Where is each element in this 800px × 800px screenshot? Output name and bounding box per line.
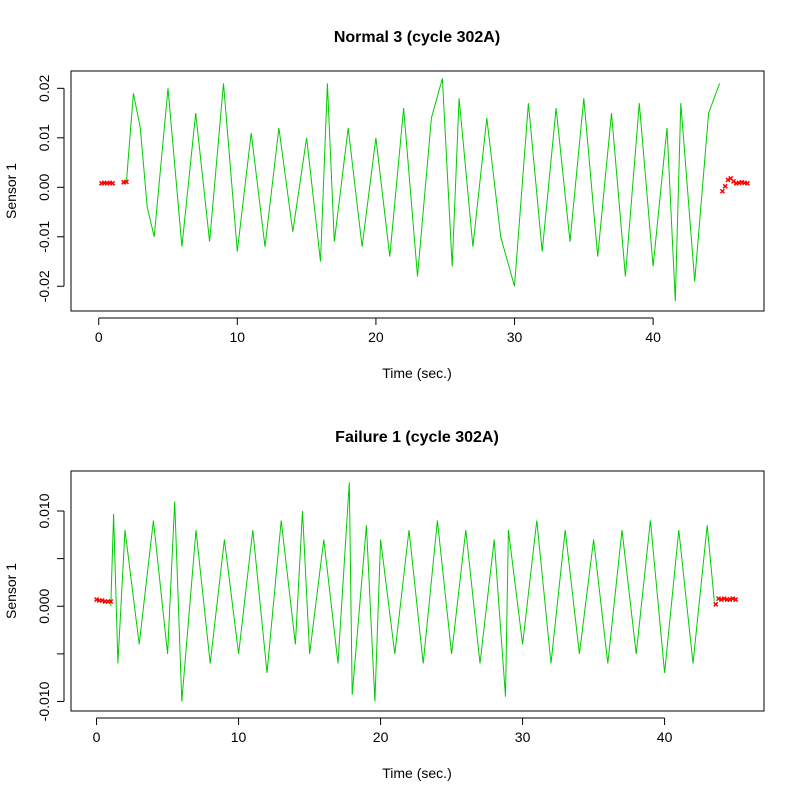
- series-line: [125, 78, 721, 302]
- data-point: [744, 180, 750, 186]
- data-point: [123, 179, 129, 185]
- x-axis-label: Time (sec.): [382, 365, 451, 381]
- series-layer: [94, 482, 739, 702]
- series-line: [110, 482, 715, 702]
- y-tick-label: 0.02: [36, 74, 52, 101]
- data-point: [725, 177, 731, 183]
- x-tick-label: 40: [645, 329, 661, 345]
- panel-normal-3: Normal 3 (cycle 302A) Time (sec.) Sensor…: [3, 29, 765, 381]
- chart-title: Normal 3 (cycle 302A): [334, 29, 500, 46]
- x-axis: 0 10 20 30 40: [95, 317, 661, 345]
- y-tick-label: 0.01: [36, 124, 52, 151]
- y-tick-label: -0.010: [36, 681, 52, 721]
- y-axis: -0.02 -0.01 0.00 0.01 0.02: [36, 74, 65, 302]
- x-axis: 0 10 20 30 40: [93, 717, 673, 745]
- y-tick-label: 0.00: [36, 173, 52, 200]
- data-point: [110, 180, 116, 186]
- data-point: [719, 188, 725, 194]
- x-tick-label: 40: [657, 729, 673, 745]
- x-tick-label: 10: [231, 729, 247, 745]
- data-point: [722, 183, 728, 189]
- y-axis-label: Sensor 1: [3, 163, 19, 219]
- data-point: [733, 597, 739, 603]
- data-point: [108, 598, 114, 605]
- chart-title: Failure 1 (cycle 302A): [335, 429, 499, 446]
- plot-box: [70, 70, 765, 312]
- y-tick-label: 0.000: [36, 589, 52, 624]
- y-axis-label: Sensor 1: [3, 563, 19, 619]
- y-tick-label: -0.02: [36, 270, 52, 302]
- x-tick-label: 20: [373, 729, 389, 745]
- x-tick-label: 20: [368, 329, 384, 345]
- data-point: [713, 601, 719, 607]
- y-tick-label: 0.010: [36, 493, 52, 528]
- y-tick-label: -0.01: [36, 221, 52, 253]
- x-tick-label: 30: [515, 729, 531, 745]
- series-layer: [98, 78, 750, 302]
- y-axis: -0.010 0.000 0.010: [36, 493, 65, 721]
- x-tick-label: 30: [507, 329, 523, 345]
- plot-box: [70, 470, 765, 712]
- panel-failure-1: Failure 1 (cycle 302A) Time (sec.) Senso…: [3, 429, 765, 781]
- x-tick-label: 0: [95, 329, 103, 345]
- x-axis-label: Time (sec.): [382, 765, 451, 781]
- x-tick-label: 0: [93, 729, 101, 745]
- x-tick-label: 10: [230, 329, 246, 345]
